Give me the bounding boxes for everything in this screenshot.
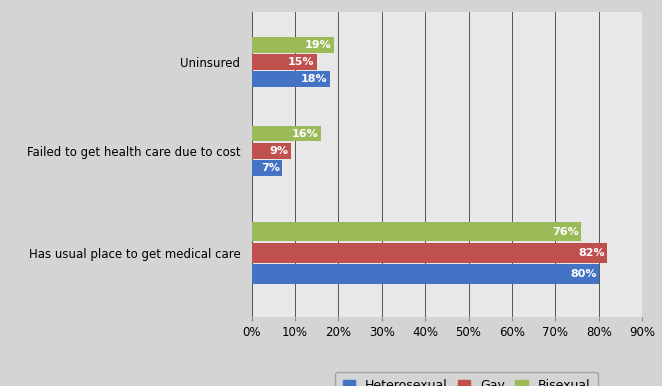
Bar (252, 143, 291, 159)
Text: 15%: 15% (288, 57, 314, 67)
Bar (252, 54, 316, 70)
Text: 7%: 7% (261, 163, 280, 173)
Bar (252, 243, 608, 262)
Text: 16%: 16% (292, 129, 319, 139)
Legend: Heterosexual, Gay, Bisexual: Heterosexual, Gay, Bisexual (335, 372, 598, 386)
Bar (252, 222, 581, 241)
Text: 76%: 76% (553, 227, 579, 237)
Bar (252, 37, 334, 52)
Bar (252, 160, 282, 176)
Text: 80%: 80% (570, 269, 596, 279)
Text: 9%: 9% (269, 146, 289, 156)
Bar (252, 125, 321, 142)
Bar (252, 264, 598, 284)
Text: 18%: 18% (301, 74, 328, 84)
Bar (252, 71, 330, 87)
Text: 82%: 82% (579, 248, 605, 258)
Text: 19%: 19% (305, 40, 332, 50)
